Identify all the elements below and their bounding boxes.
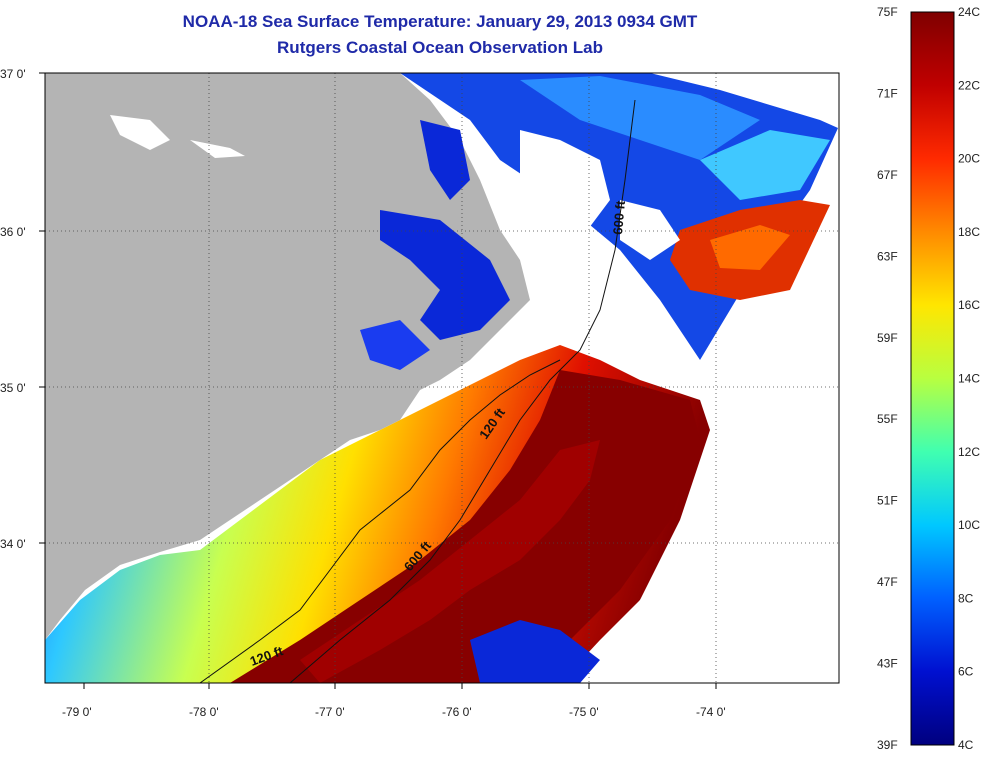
albemarle-sound [420, 120, 470, 200]
colorbar-c-label: 24C [958, 5, 980, 19]
land-mass [45, 73, 530, 640]
lon-label-78: -78 0' [189, 705, 219, 719]
colorbar-c-label: 14C [958, 372, 980, 386]
contour-600ft [289, 99, 636, 683]
cool-filament [700, 130, 830, 200]
gulf-stream-inner [300, 440, 600, 683]
neuse-estuary [360, 320, 430, 370]
contour-120ft [199, 359, 561, 683]
cold-water-band [520, 76, 760, 160]
colorbar-f-label: 75F [877, 5, 898, 19]
colorbar-c-label: 12C [958, 445, 980, 459]
colorbar-c-label: 8C [958, 591, 974, 605]
cold-patch-s [470, 620, 600, 683]
colorbar-f-label: 39F [877, 738, 898, 752]
colorbar-f-label: 63F [877, 249, 898, 263]
colorbar-f-label: 55F [877, 412, 898, 426]
pamlico-sound [380, 210, 510, 340]
colorbar-c-label: 22C [958, 78, 980, 92]
colorbar-f-label: 51F [877, 494, 898, 508]
colorbar-c-label: 16C [958, 298, 980, 312]
cloud-patch-1 [520, 130, 610, 240]
lon-label-76: -76 0' [442, 705, 472, 719]
lat-label-36: 36 0' [0, 225, 26, 239]
colorbar-f-label: 59F [877, 331, 898, 345]
warm-eddy-core [710, 225, 790, 270]
colorbar-c-label: 10C [958, 518, 980, 532]
cloud-patch-2 [620, 200, 680, 260]
colorbar-c-label: 4C [958, 738, 974, 752]
map-title: NOAA-18 Sea Surface Temperature: January… [182, 12, 698, 31]
contour-label-600-north: 600 ft [610, 199, 628, 235]
colorbar-c-label: 6C [958, 665, 974, 679]
lat-label-35: 35 0' [0, 381, 26, 395]
colorbar-c-label: 18C [958, 225, 980, 239]
axis-ticks [39, 72, 717, 689]
colorbar-f-label: 67F [877, 168, 898, 182]
colorbar-f-label: 47F [877, 575, 898, 589]
map-frame [44, 72, 840, 684]
grid [45, 73, 839, 683]
lake-white-1 [110, 115, 170, 150]
colorbar-f-label: 71F [877, 86, 898, 100]
lon-label-79: -79 0' [62, 705, 92, 719]
colorbar-f-label: 43F [877, 657, 898, 671]
cloud-se [560, 430, 720, 683]
lon-label-75: -75 0' [569, 705, 599, 719]
lat-label-37: 37 0' [0, 67, 26, 81]
colorbar-c-label: 20C [958, 152, 980, 166]
lat-label-34: 34 0' [0, 537, 26, 551]
colorbar-gradient [910, 11, 955, 746]
lake-white-2 [190, 140, 245, 158]
lon-label-74: -74 0' [696, 705, 726, 719]
lon-label-77: -77 0' [315, 705, 345, 719]
map-subtitle: Rutgers Coastal Ocean Observation Lab [277, 38, 603, 57]
